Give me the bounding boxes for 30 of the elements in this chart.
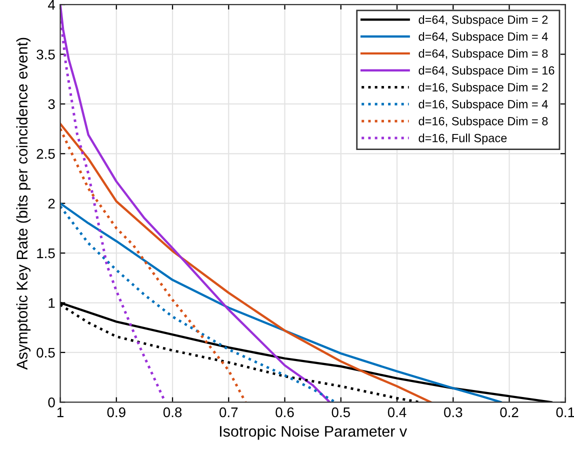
y-tick-label: 0.5 [36,348,55,358]
legend-label: d=64, Subspace Dim = 16 [418,66,554,77]
x-tick-label: 0.5 [332,407,350,418]
legend-label: d=64, Subspace Dim = 4 [418,32,548,44]
legend-label: d=16, Subspace Dim = 2 [418,82,548,94]
y-tick-label: 1.5 [37,248,55,258]
x-tick-label: 0.6 [276,407,294,418]
x-tick-label: 0.4 [388,407,406,418]
y-tick-label: 0 [48,397,55,408]
y-tick-label: 3 [48,99,55,110]
legend-label: d=64, Subspace Dim = 2 [418,15,548,26]
y-tick-label: 2 [48,198,55,208]
legend-label: d=16, Subspace Dim = 8 [418,116,548,128]
y-axis-title: Asymptotic Key Rate (bits per coincidence event) [16,38,31,370]
x-tick-label: 0.1 [556,407,574,418]
legend-label: d=16, Subspace Dim = 4 [418,100,548,111]
y-tick-label: 3.5 [36,50,55,60]
y-tick-label: 2.5 [36,149,55,159]
y-tick-label: 1 [48,298,55,308]
line-series [60,202,502,402]
y-tick-label: 4 [48,0,56,10]
x-tick-label: 0.8 [163,407,182,418]
legend-label: d=64, Subspace Dim = 8 [418,49,548,60]
x-tick-label: 1 [57,408,64,418]
legend-label: d=16, Full Space [418,134,507,145]
x-tick-label: 0.7 [220,407,238,418]
x-tick-label: 0.9 [107,407,126,418]
x-tick-label: 0.3 [444,407,462,418]
x-tick-label: 0.2 [500,407,518,418]
x-axis-title: Isotropic Noise Parameter v [220,426,408,440]
